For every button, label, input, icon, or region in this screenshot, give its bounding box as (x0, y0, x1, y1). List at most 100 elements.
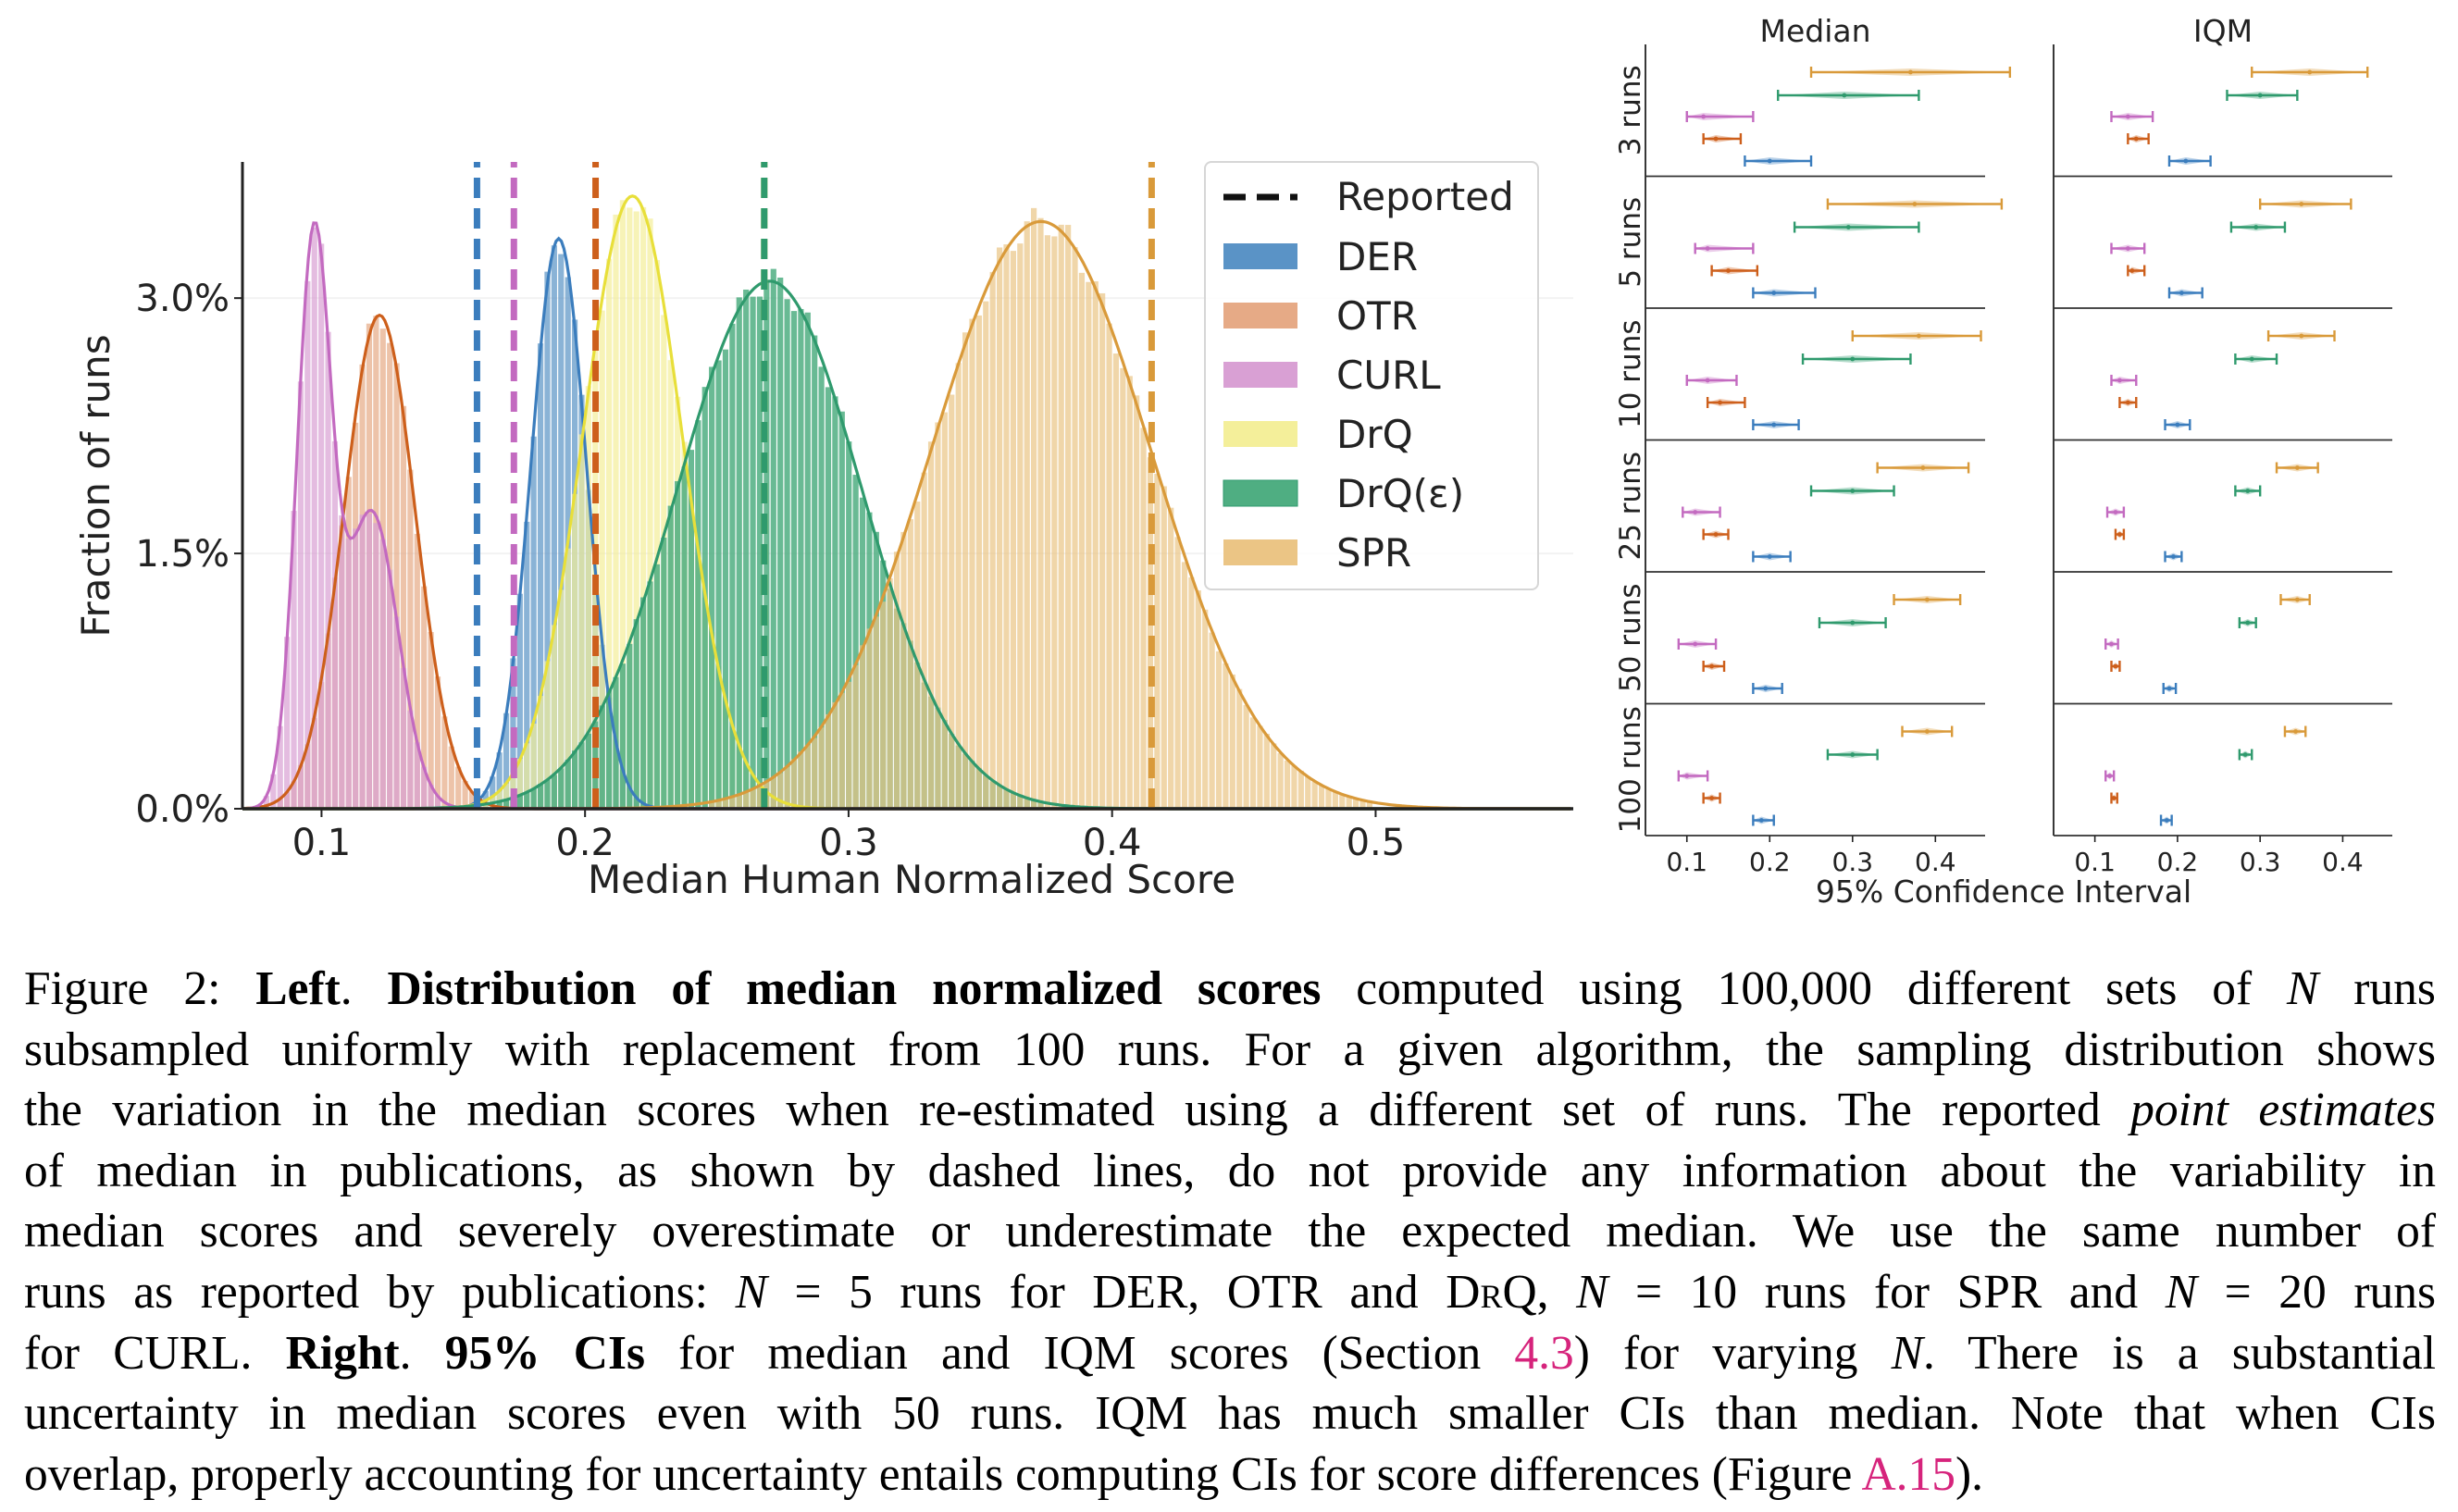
ci-interval (1809, 67, 2012, 78)
ci-point (1924, 729, 1930, 734)
caption-line-5: median scores and severely overestimate … (24, 1205, 2436, 1258)
ci-point (2299, 202, 2304, 206)
caption-line-3: the variation in the median scores when … (24, 1084, 2436, 1137)
ci-point (2111, 796, 2117, 800)
ci-interval (2229, 221, 2287, 233)
histogram-bar (722, 798, 729, 809)
histogram-bar (353, 528, 359, 809)
ci-interval (1801, 353, 1912, 365)
histogram-bar (1352, 799, 1359, 809)
ci-interval (2226, 90, 2299, 101)
ci-interval (1702, 133, 1743, 144)
histogram-x-label: Median Human Normalized Score (588, 857, 1235, 902)
histogram-bar (838, 692, 845, 809)
histogram-bar (633, 619, 639, 809)
histogram-bar (647, 581, 653, 809)
section-link[interactable]: 4.3 (1514, 1326, 1574, 1380)
histogram-bar (297, 381, 304, 809)
histogram-bar (1332, 791, 1338, 809)
histogram-bar (1065, 225, 1072, 810)
histogram-bar (866, 628, 873, 809)
histogram-bar (496, 801, 503, 809)
confidence-interval-panels: Median 0.1 0.2 0.3 0.4 IQM 0.1 0.2 0.3 0.4 3 runs 5… (1614, 13, 2392, 877)
histogram-bar (832, 701, 838, 809)
histogram-bar (1174, 537, 1181, 809)
histogram-bar (653, 564, 661, 809)
ci-interval (2234, 353, 2278, 365)
ci-point (2107, 774, 2113, 778)
x-tick-label: 0.3 (819, 822, 878, 864)
histogram-bar (613, 214, 619, 809)
ci-point (2242, 752, 2248, 757)
ci-interval (2283, 725, 2307, 737)
ci-point (2117, 532, 2122, 537)
legend-label: SPR (1336, 530, 1411, 576)
histogram-bar (366, 514, 373, 809)
histogram-bar (428, 632, 434, 809)
histogram-bar (605, 258, 613, 809)
y-tick-label: 1.5% (135, 533, 230, 576)
histogram-bar (524, 521, 530, 809)
ci-point (2253, 225, 2259, 229)
ci-interval (1876, 462, 1970, 474)
ci-point (2125, 400, 2130, 405)
histogram-bar (812, 737, 818, 809)
histogram-bar (784, 299, 790, 810)
ci-point (2245, 489, 2251, 493)
ci-x-label: 95% Confidence Interval (1816, 874, 2191, 910)
histogram-bar (1072, 247, 1078, 809)
histogram-bar (1161, 486, 1167, 809)
histogram-bar (1051, 236, 1058, 809)
histogram-bar (1257, 725, 1263, 809)
ci-interval (1710, 265, 1759, 277)
x-tick-label: 0.5 (1347, 822, 1406, 864)
ci-interval (1752, 814, 1775, 826)
histogram-axes: 0.1 0.2 0.3 0.4 0.5 0.0% 1.5% 3.0% (135, 162, 1573, 864)
histogram-bar (1236, 688, 1243, 809)
ci-interval (2110, 242, 2146, 254)
ci-interval (1777, 90, 1920, 101)
histogram-bar (1092, 280, 1099, 809)
ci-interval (1818, 617, 1887, 628)
histogram-bar (516, 758, 523, 809)
ci-interval (1826, 198, 2004, 210)
ci-row-label: 3 runs (1614, 65, 1647, 155)
histogram-bar (804, 745, 811, 809)
ci-interval (2118, 397, 2138, 408)
histogram-bar (558, 768, 565, 809)
histogram-bar (1325, 788, 1332, 809)
histogram-bar (516, 795, 523, 809)
ci-panel-median: Median 0.1 0.2 0.3 0.4 (1645, 13, 2012, 877)
figure-link[interactable]: A.15 (1861, 1447, 1956, 1501)
histogram-bar (798, 751, 804, 809)
histogram-bar (1311, 781, 1318, 809)
caption-line-4: of median in publications, as shown by d… (24, 1144, 2436, 1197)
histogram-bar (633, 211, 639, 810)
ci-point (1726, 268, 1731, 273)
ci-interval (2234, 485, 2262, 497)
histogram-bar (1188, 576, 1195, 809)
caption-line-8: uncertainty in median scores even with 5… (24, 1387, 2436, 1441)
ci-interval (2104, 638, 2119, 650)
histogram-bar (709, 801, 715, 809)
ci-interval (1702, 792, 1721, 804)
histogram-bar (729, 796, 736, 809)
histogram-bar (1099, 292, 1106, 809)
histogram-bar (503, 799, 510, 809)
ci-interval (1752, 683, 1783, 694)
ci-interval (1706, 397, 1746, 408)
ci-interval (2251, 67, 2369, 78)
ci-point (2293, 729, 2298, 734)
histogram-bar (1229, 674, 1235, 809)
ci-point (2113, 663, 2118, 669)
histogram-bar (325, 331, 331, 809)
histogram-bar (1003, 244, 1010, 809)
histogram-bar (1058, 224, 1064, 809)
histogram-bar (585, 733, 591, 809)
histogram-bar (1297, 770, 1304, 809)
histogram-bar (756, 296, 763, 809)
histogram-bar (1243, 704, 1249, 809)
ci-interval (1752, 287, 1817, 299)
histogram-bar (605, 689, 613, 809)
histogram-bar (578, 434, 585, 809)
